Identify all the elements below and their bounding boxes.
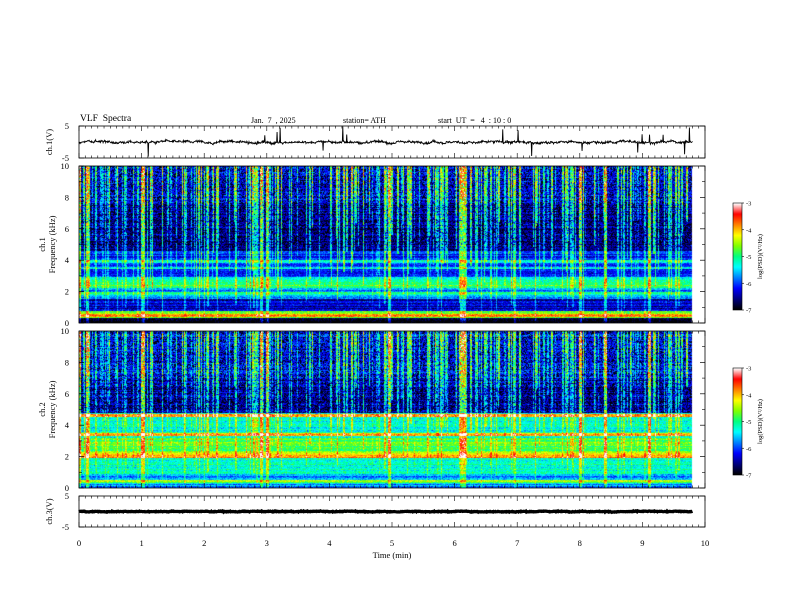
y-tick-label: 5 xyxy=(65,121,69,131)
y-tick-label: 10 xyxy=(61,326,70,336)
colorbar-tick-label: -5 xyxy=(746,254,751,261)
colorbar-tick-label: -7 xyxy=(746,473,752,480)
x-axis-label: Time (min) xyxy=(373,550,412,560)
x-tick-label: 8 xyxy=(578,538,582,548)
colorbar-tick-label: -3 xyxy=(746,366,751,373)
y-tick-label: 10 xyxy=(61,161,70,171)
station-label: station= ATH xyxy=(343,116,386,125)
spectrogram-image-ch2-spectrogram xyxy=(79,331,705,488)
y-tick-label: 4 xyxy=(65,420,70,430)
y-axis-label-ch1-waveform: ch.1(V) xyxy=(44,129,54,155)
date-label: Jan. 7 , 2025 xyxy=(251,116,296,125)
x-tick-label: 4 xyxy=(327,538,332,548)
x-tick-label: 7 xyxy=(515,538,519,548)
colorbar-tick-label: -4 xyxy=(746,392,752,399)
y-axis-label-ch2-spectrogram: ch.2 Frequency (kHz) xyxy=(37,380,57,438)
x-tick-label: 1 xyxy=(139,538,143,548)
y-tick-label: 0 xyxy=(65,318,69,328)
colorbar-gradient xyxy=(733,203,742,310)
spectrogram-image-ch1-spectrogram xyxy=(79,166,705,323)
y-axis-label-line: Frequency (kHz) xyxy=(47,215,57,273)
y-axis-label-line: Frequency (kHz) xyxy=(47,380,57,438)
x-tick-label: 0 xyxy=(77,538,81,548)
y-tick-label: 2 xyxy=(65,287,69,297)
y-tick-label: 6 xyxy=(65,224,69,234)
y-tick-label: -5 xyxy=(62,522,69,532)
y-tick-label: 0 xyxy=(65,483,69,493)
y-tick-label: -5 xyxy=(62,153,69,163)
colorbar-tick-label: -4 xyxy=(746,227,752,234)
colorbar-label: log(PSD)(V²/Hz) xyxy=(757,399,764,444)
colorbar-gradient xyxy=(733,368,742,475)
colorbar-label-text: log(PSD)(V²/Hz) xyxy=(757,399,764,444)
y-tick-label: 5 xyxy=(65,491,69,501)
colorbar-tick-label: -3 xyxy=(746,201,751,208)
waveform-line-ch1-waveform xyxy=(78,126,693,157)
y-tick-label: 4 xyxy=(65,255,70,265)
colorbar-tick-label: -7 xyxy=(746,308,752,315)
y-axis-label-line: ch.2 xyxy=(37,402,47,416)
x-tick-label: 2 xyxy=(202,538,206,548)
colorbar-tick-label: -6 xyxy=(746,281,752,288)
colorbar-label: log(PSD)(V²/Hz) xyxy=(757,234,764,279)
x-tick-label: 9 xyxy=(640,538,644,548)
x-tick-label: 5 xyxy=(390,538,394,548)
y-tick-label: 8 xyxy=(65,357,69,367)
x-tick-label: 10 xyxy=(701,538,710,548)
waveform-line-ch3-waveform xyxy=(78,508,694,515)
y-axis-label-line: ch.1(V) xyxy=(44,129,54,155)
x-tick-label: 6 xyxy=(452,538,456,548)
colorbar-tick-label: -5 xyxy=(746,419,751,426)
colorbar-tick-label: -6 xyxy=(746,446,752,453)
y-tick-label: 8 xyxy=(65,192,69,202)
y-axis-label-ch1-spectrogram: ch.1 Frequency (kHz) xyxy=(37,215,57,273)
colorbar-label-text: log(PSD)(V²/Hz) xyxy=(757,234,764,279)
y-tick-label: 2 xyxy=(65,452,69,462)
y-axis-label-line: ch.3(V) xyxy=(44,498,54,524)
y-axis-label-ch3-waveform: ch.3(V) xyxy=(44,498,54,524)
x-tick-label: 3 xyxy=(265,538,269,548)
y-tick-label: 6 xyxy=(65,389,69,399)
start-time-label: start UT = 4 : 10 : 0 xyxy=(438,116,512,125)
chart-title: VLF Spectra xyxy=(80,114,132,124)
y-axis-label-line: ch.1 xyxy=(37,237,47,251)
